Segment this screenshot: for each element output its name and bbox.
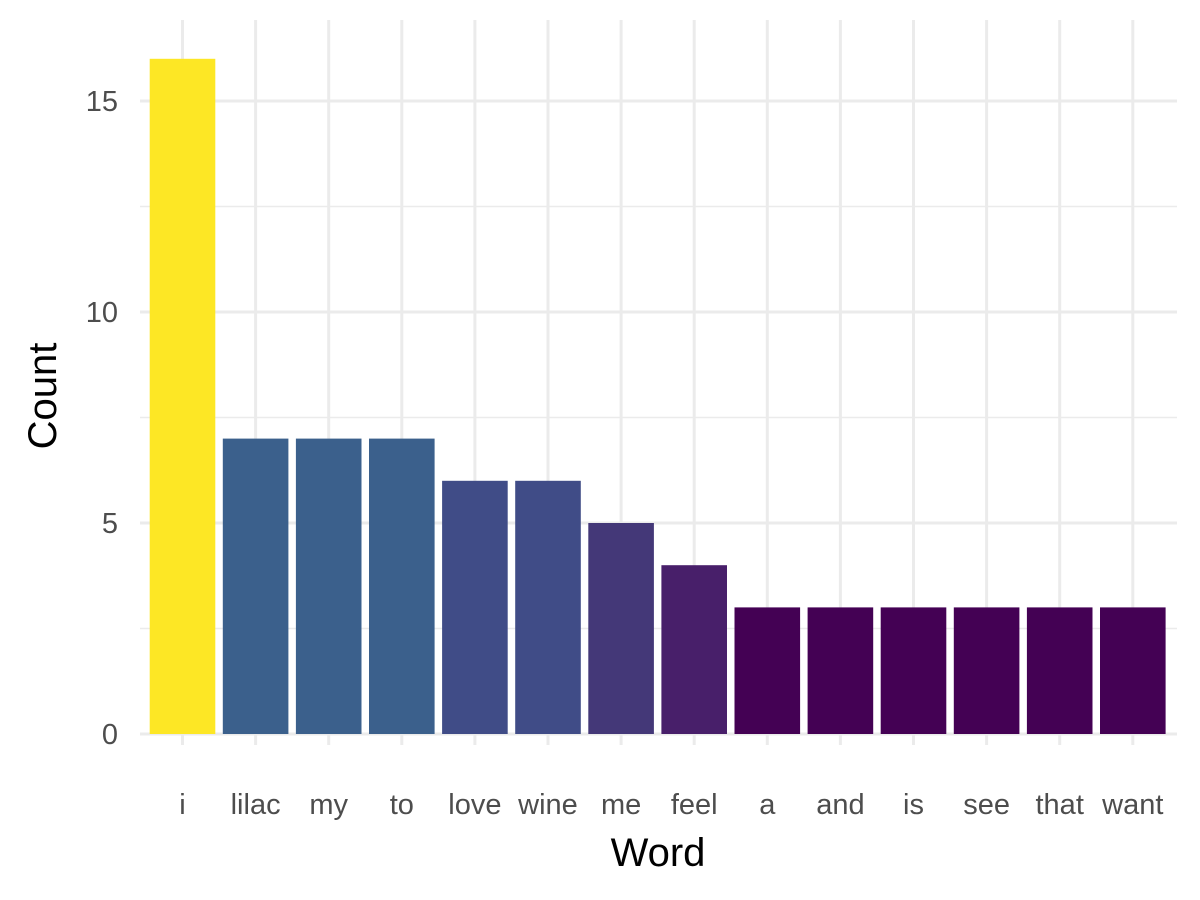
y-tick-label: 10 (86, 297, 118, 329)
x-tick-label-love: love (448, 789, 501, 821)
bar-a (734, 607, 801, 734)
y-tick-labels: 0 5 10 15 (86, 86, 118, 751)
bars (149, 58, 1166, 735)
bar-and (807, 607, 874, 734)
bar-wine (515, 480, 581, 734)
x-tick-label-my: my (309, 789, 348, 821)
bar-to (369, 438, 435, 734)
bar-feel (661, 565, 727, 734)
x-tick-label-to: to (390, 789, 414, 821)
x-tick-label-me: me (601, 789, 641, 821)
bar-my (295, 438, 362, 734)
bar-i (149, 58, 216, 735)
grid-lines (140, 20, 1177, 745)
y-tick-label: 0 (102, 719, 118, 751)
x-tick-label-a: a (759, 789, 776, 821)
x-tick-label-feel: feel (671, 789, 718, 821)
bar-lilac (222, 438, 289, 734)
bar-love (442, 480, 508, 734)
x-tick-label-lilac: lilac (231, 789, 281, 821)
y-tick-label: 5 (102, 508, 118, 540)
bar-want (1100, 607, 1166, 734)
x-tick-label-i: i (179, 789, 185, 821)
x-tick-label-and: and (816, 789, 864, 821)
x-tick-label-want: want (1101, 789, 1163, 821)
y-axis-title: Count (21, 343, 65, 450)
x-tick-label-that: that (1036, 789, 1084, 821)
y-tick-label: 15 (86, 86, 118, 118)
bar-is (880, 607, 947, 734)
x-tick-labels: i lilac my to love wine me feel a and is see that wan… (179, 789, 1163, 821)
x-tick-label-wine: wine (517, 789, 578, 821)
bar-me (588, 523, 654, 734)
x-axis-title: Word (611, 831, 706, 875)
x-tick-label-is: is (903, 789, 924, 821)
x-tick-label-see: see (963, 789, 1010, 821)
bar-see (953, 607, 1020, 734)
bar-that (1026, 607, 1093, 734)
